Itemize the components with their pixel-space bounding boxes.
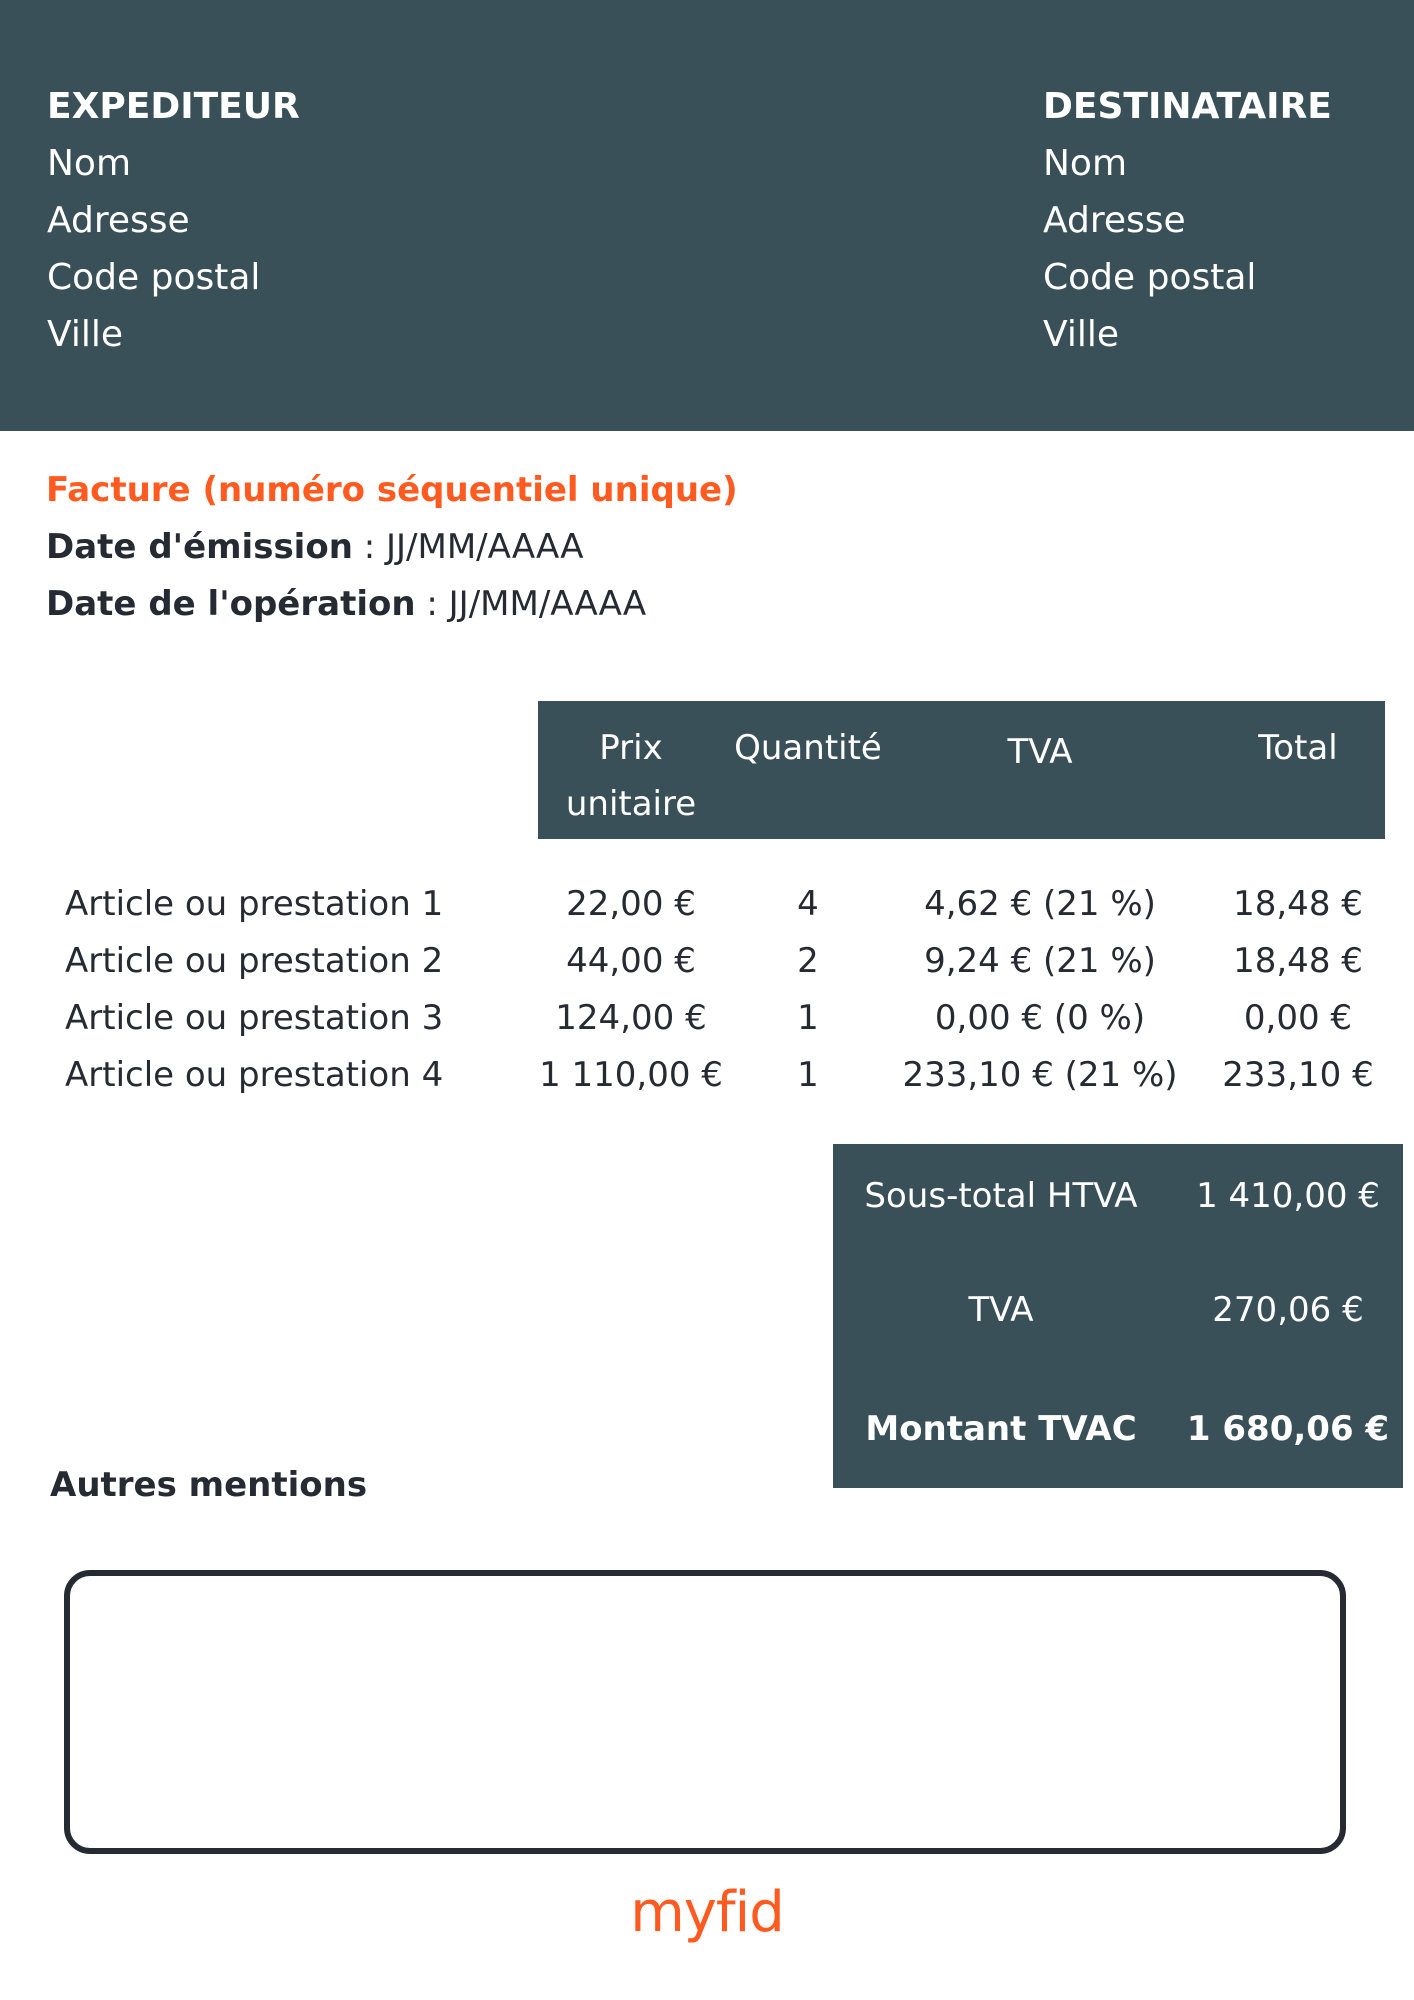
table-row: Article ou prestation 2 44,00 € 2 9,24 € (2… <box>0 941 1414 997</box>
sender-block: EXPEDITEUR Nom Adresse Code postal Ville <box>47 78 300 363</box>
table-header: Prix unitaire Quantité TVA Total <box>538 701 1385 839</box>
cell-total: 0,00 € <box>1243 998 1353 1038</box>
header-quantity: Quantité <box>734 728 882 768</box>
subtotal-label: Sous-total HTVA <box>864 1176 1138 1216</box>
table-row: Article ou prestation 3 124,00 € 1 0,00 € (… <box>0 998 1414 1054</box>
cell-total: 18,48 € <box>1233 941 1363 981</box>
vat-total-value: 270,06 € <box>1212 1290 1364 1330</box>
grand-total-label: Montant TVAC <box>865 1409 1137 1449</box>
recipient-postcode: Code postal <box>1043 257 1257 298</box>
cell-qty: 4 <box>797 884 819 924</box>
header-vat: TVA <box>1007 732 1073 772</box>
cell-vat: 4,62 € (21 %) <box>924 884 1156 924</box>
recipient-block: DESTINATAIRE Nom Adresse Code postal Vil… <box>1043 78 1332 363</box>
recipient-city: Ville <box>1043 314 1119 355</box>
invoice-title: Facture (numéro séquentiel unique) <box>46 470 738 510</box>
header-unit-price-line1: Prix <box>599 728 663 768</box>
issue-date-label: Date d'émission <box>46 527 353 567</box>
header-unit-price: Prix unitaire <box>561 720 701 832</box>
cell-total: 18,48 € <box>1233 884 1363 924</box>
header-unit-price-line2: unitaire <box>565 784 697 824</box>
header-total: Total <box>1258 728 1338 768</box>
sender-city: Ville <box>47 314 123 355</box>
operation-date-label: Date de l'opération <box>46 584 416 624</box>
cell-qty: 1 <box>797 998 819 1038</box>
cell-label: Article ou prestation 1 <box>65 884 444 924</box>
cell-qty: 1 <box>797 1055 819 1095</box>
cell-vat: 0,00 € (0 %) <box>934 998 1146 1038</box>
other-mentions-box[interactable] <box>64 1570 1346 1854</box>
cell-vat: 9,24 € (21 %) <box>924 941 1156 981</box>
recipient-name: Nom <box>1043 143 1128 184</box>
table-row: Article ou prestation 4 1 110,00 € 1 233,10… <box>0 1055 1414 1111</box>
sender-title: EXPEDITEUR <box>47 86 300 127</box>
operation-date: Date de l'opération : JJ/MM/AAAA <box>46 584 646 624</box>
cell-qty: 2 <box>797 941 819 981</box>
cell-price: 124,00 € <box>555 998 707 1038</box>
cell-total: 233,10 € <box>1222 1055 1374 1095</box>
other-mentions-title: Autres mentions <box>50 1465 368 1505</box>
recipient-address: Adresse <box>1043 200 1186 241</box>
subtotal-value: 1 410,00 € <box>1196 1176 1380 1216</box>
header-band: EXPEDITEUR Nom Adresse Code postal Ville… <box>0 0 1414 431</box>
totals-box: Sous-total HTVA 1 410,00 € TVA 270,06 € … <box>833 1144 1403 1488</box>
cell-price: 44,00 € <box>566 941 696 981</box>
sender-postcode: Code postal <box>47 257 261 298</box>
operation-date-value: : JJ/MM/AAAA <box>415 584 647 624</box>
table-row: Article ou prestation 1 22,00 € 4 4,62 € (2… <box>0 884 1414 940</box>
cell-label: Article ou prestation 4 <box>65 1055 444 1095</box>
sender-address: Adresse <box>47 200 190 241</box>
cell-label: Article ou prestation 2 <box>65 941 444 981</box>
grand-total-value: 1 680,06 € <box>1186 1409 1390 1449</box>
issue-date: Date d'émission : JJ/MM/AAAA <box>46 527 584 567</box>
cell-price: 1 110,00 € <box>539 1055 723 1095</box>
cell-vat: 233,10 € (21 %) <box>902 1055 1178 1095</box>
cell-price: 22,00 € <box>566 884 696 924</box>
sender-name: Nom <box>47 143 132 184</box>
vat-total-label: TVA <box>968 1290 1034 1330</box>
myfid-logo: myfid <box>630 1880 785 1945</box>
cell-label: Article ou prestation 3 <box>65 998 444 1038</box>
recipient-title: DESTINATAIRE <box>1043 86 1332 127</box>
issue-date-value: : JJ/MM/AAAA <box>352 527 584 567</box>
